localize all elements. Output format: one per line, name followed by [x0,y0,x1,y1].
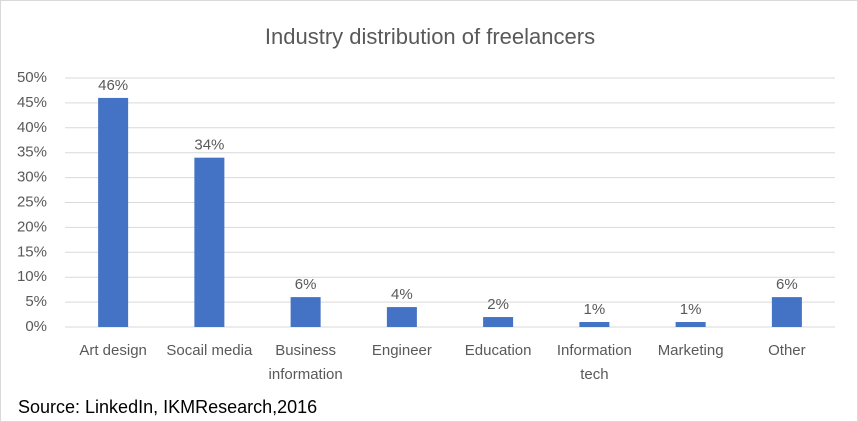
x-tick-label: Marketing [658,342,724,359]
y-tick-label: 45% [17,94,47,111]
y-tick-label: 40% [17,119,47,136]
y-tick-label: 30% [17,169,47,186]
bar [98,97,129,327]
data-label: 4% [391,286,413,303]
chart-title: Industry distribution of freelancers [265,24,595,49]
bar [579,322,610,327]
source-note: Source: LinkedIn, IKMResearch,2016 [18,397,317,417]
x-tick-label: Information tech [557,342,632,383]
y-tick-label: 10% [17,268,47,285]
data-label: 2% [487,296,509,313]
y-tick-label: 25% [17,193,47,210]
y-tick-label: 5% [25,293,47,310]
x-tick-label: Art design [79,342,147,359]
x-tick-label: Business information [269,342,343,383]
y-tick-label: 0% [25,318,47,335]
x-tick-label: Socail media [166,342,253,359]
x-tick-label: Education [465,342,532,359]
data-label: 34% [194,137,224,154]
y-tick-label: 35% [17,144,47,161]
y-tick-label: 50% [17,69,47,86]
y-tick-label: 20% [17,218,47,235]
bar [386,307,417,327]
data-label: 46% [98,77,128,94]
x-tick-label: Other [768,342,806,359]
data-label: 6% [295,276,317,293]
bar [290,297,321,327]
x-tick-label: Engineer [372,342,432,359]
data-label: 6% [776,276,798,293]
bar [194,157,225,327]
bar [483,317,514,327]
data-label: 1% [584,301,606,318]
bar [675,322,706,327]
y-tick-label: 15% [17,243,47,260]
data-label: 1% [680,301,702,318]
bar [771,297,802,327]
